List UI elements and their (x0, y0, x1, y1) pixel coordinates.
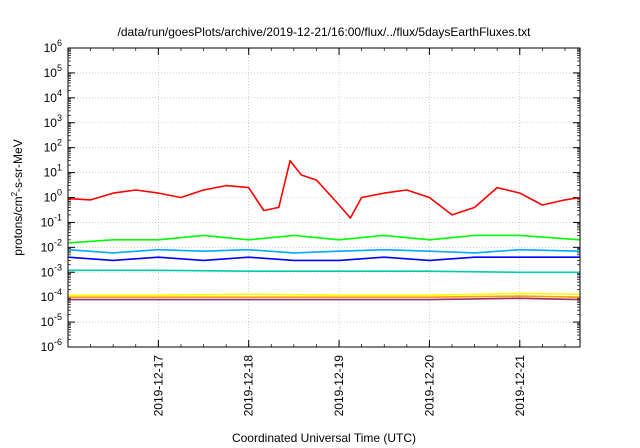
x-tick-label: 2019-12-18 (242, 355, 256, 417)
y-tick-base: 10 (44, 116, 58, 130)
y-tick-exponent: -2 (54, 237, 62, 247)
y-tick-exponent: -5 (54, 312, 62, 322)
y-tick-label: 102 (44, 138, 62, 155)
grid-lines (68, 48, 580, 347)
y-axis-label-suffix: -s-sr-MeV (11, 139, 25, 192)
y-tick-base: 10 (41, 240, 55, 254)
y-axis-label-prefix: protons/cm (11, 196, 25, 255)
x-tick-label: 2019-12-17 (151, 355, 165, 417)
y-tick-base: 10 (41, 265, 55, 279)
y-tick-base: 10 (41, 290, 55, 304)
y-tick-base: 10 (44, 191, 58, 205)
y-tick-base: 10 (44, 141, 58, 155)
y-tick-exponent: -4 (54, 287, 62, 297)
y-tick-base: 10 (41, 215, 55, 229)
y-axis-ticks: 10-610-510-410-310-210-11001011021031041… (41, 38, 580, 354)
y-axis-label-sup: 2 (10, 191, 19, 196)
y-tick-label: 10-5 (41, 312, 62, 329)
y-tick-base: 10 (41, 340, 55, 354)
y-tick-label: 104 (44, 88, 62, 105)
y-tick-exponent: 2 (57, 138, 62, 148)
y-tick-exponent: 3 (57, 113, 62, 123)
y-tick-exponent: 1 (57, 163, 62, 173)
y-tick-exponent: 6 (57, 38, 62, 48)
series-line-7 (68, 295, 581, 299)
x-tick-label: 2019-12-19 (332, 355, 346, 417)
y-tick-label: 10-3 (41, 262, 62, 279)
y-tick-label: 10-4 (41, 287, 62, 304)
y-tick-label: 105 (44, 63, 62, 80)
chart-title: /data/run/goesPlots/archive/2019-12-21/1… (118, 25, 532, 39)
x-axis-label: Coordinated Universal Time (UTC) (232, 431, 416, 445)
y-tick-exponent: 5 (57, 63, 62, 73)
y-tick-label: 103 (44, 113, 62, 130)
series-line-8 (68, 297, 581, 301)
y-tick-base: 10 (41, 315, 55, 329)
y-tick-exponent: -3 (54, 262, 62, 272)
y-tick-base: 10 (44, 166, 58, 180)
series-line-2 (67, 234, 581, 244)
y-tick-label: 101 (44, 163, 62, 180)
x-axis-ticks: 2019-12-17 2019-12-18 2019-12-19 2019-12-20… (67, 48, 566, 417)
series-line-6 (68, 292, 581, 297)
y-tick-label: 10-6 (41, 337, 62, 354)
y-tick-exponent: -1 (54, 212, 62, 222)
series-line-1 (67, 159, 581, 219)
x-tick-label: 2019-12-21 (513, 355, 527, 417)
series-line-4 (67, 256, 580, 262)
y-tick-label: 10-1 (41, 212, 62, 229)
y-tick-exponent: -6 (54, 337, 62, 347)
y-tick-base: 10 (44, 91, 58, 105)
y-tick-label: 10-2 (41, 237, 62, 254)
y-tick-label: 106 (44, 38, 62, 55)
plot-frame (67, 47, 581, 348)
y-tick-base: 10 (44, 66, 58, 80)
x-tick-label: 2019-12-20 (422, 355, 436, 417)
y-tick-base: 10 (44, 41, 58, 55)
series-line-5 (68, 269, 580, 274)
y-axis-label: protons/cm2-s-sr-MeV (10, 139, 25, 255)
series-line-3 (67, 248, 581, 254)
y-tick-label: 100 (44, 188, 62, 205)
y-tick-exponent: 4 (57, 88, 62, 98)
series-group (67, 159, 581, 301)
y-tick-exponent: 0 (57, 188, 62, 198)
